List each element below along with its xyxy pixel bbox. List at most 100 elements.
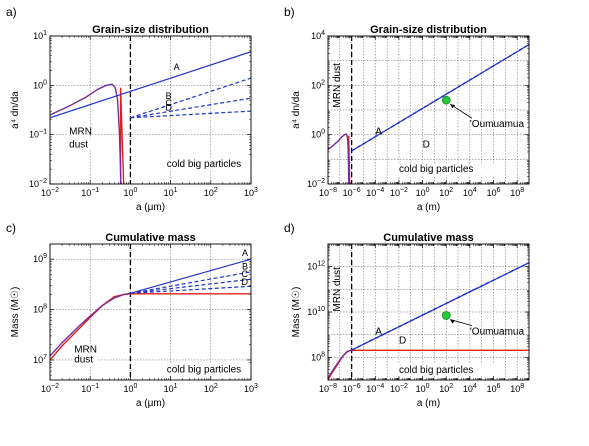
x-tick-label: 102 <box>439 187 453 198</box>
series-label: A <box>174 62 180 72</box>
series-label: B <box>166 91 172 101</box>
y-tick-label: 1012 <box>307 261 325 272</box>
plot-area <box>50 36 251 184</box>
y-tick-label: 10−1 <box>29 129 47 140</box>
x-tick-label: 10−4 <box>366 187 384 198</box>
y-tick-label: 10−2 <box>307 178 325 189</box>
annotation: cold big particles <box>167 159 241 170</box>
series-line-c <box>130 278 251 294</box>
annotation-background <box>396 163 497 176</box>
axes-frame <box>327 35 530 185</box>
mrn-dust-curve <box>328 133 350 184</box>
plot-area <box>50 244 251 380</box>
y-tick-label: 107 <box>33 354 47 365</box>
x-tick-label: 100 <box>123 187 137 198</box>
series-line-a <box>130 258 251 294</box>
x-tick-label: 103 <box>244 383 258 394</box>
panel-label: b) <box>284 5 295 19</box>
x-tick-label: 10−8 <box>319 187 337 198</box>
annotation-background <box>164 158 265 171</box>
panel-label: a) <box>6 5 17 19</box>
y-axis-label: Mass (M☉) <box>10 287 21 338</box>
y-axis-label: Mass (M☉) <box>291 287 302 338</box>
chart-title: Grain-size distribution <box>370 24 487 36</box>
annotation: dust <box>69 139 88 150</box>
panel-2: b) Grain-size distribution 10−8 10−6 10−4 10−… <box>284 5 530 213</box>
series-line-c <box>130 97 251 119</box>
annotation-background <box>396 364 497 377</box>
x-tick-label: 10−6 <box>343 187 361 198</box>
mrn-dust-curve <box>328 349 352 379</box>
x-tick-label: 10−2 <box>41 187 59 198</box>
series-line-a <box>50 51 251 119</box>
axes-frame <box>49 243 252 381</box>
series-label: D <box>165 102 172 112</box>
annotation-background <box>67 125 88 138</box>
y-axis-label: a⁴ dn/da <box>10 91 21 129</box>
series-line-d <box>351 44 529 152</box>
annotation: A <box>375 327 382 338</box>
mrn-dust-curve <box>50 83 122 184</box>
x-tick-label: 100 <box>416 187 430 198</box>
annotation: D <box>423 140 430 151</box>
chart-title: Cumulative mass <box>383 232 473 244</box>
x-tick-label: 100 <box>416 383 430 394</box>
y-tick-label: 102 <box>311 79 325 90</box>
x-tick-label: 102 <box>204 187 218 198</box>
x-tick-label: 102 <box>204 383 218 394</box>
annotation-mrn-dust: MRN dust <box>332 267 343 312</box>
series-line-b <box>130 271 251 294</box>
series-line-d <box>130 110 251 119</box>
y-tick-label: 109 <box>33 253 47 264</box>
panel-3: c) Cumulative mass 10−2 10−1 100 101 102 103 107… <box>6 221 265 409</box>
panel-4: d) Cumulative mass 10−8 10−6 10−4 10−2 100 102 1… <box>284 221 530 409</box>
x-tick-label: 10−2 <box>390 187 408 198</box>
oumuamua-marker <box>441 95 451 105</box>
y-tick-label: 100 <box>311 129 325 140</box>
series-label: C <box>242 269 249 279</box>
series-label: C <box>165 98 172 108</box>
x-tick-label: 10−8 <box>319 383 337 394</box>
y-tick-label: 108 <box>311 351 325 362</box>
annotation: cold big particles <box>399 365 473 376</box>
axes-frame <box>327 243 530 381</box>
annotation: MRN <box>69 127 92 138</box>
annotation: D <box>399 336 406 347</box>
x-axis-label: a (m) <box>417 398 440 409</box>
panel-label: d) <box>284 221 295 235</box>
annotation: cold big particles <box>399 164 473 175</box>
gridlines <box>328 36 529 184</box>
annotation: A <box>375 127 382 138</box>
annotation-mrn-dust: MRN dust <box>332 63 343 108</box>
y-tick-label: 108 <box>33 304 47 315</box>
annotation: cold big particles <box>167 365 241 376</box>
y-tick-label: 10−2 <box>29 178 47 189</box>
x-tick-label: 104 <box>463 383 477 394</box>
annotation-background <box>67 138 93 151</box>
x-tick-label: 104 <box>463 187 477 198</box>
panel-1: a) Grain-size distribution 10−2 10−1 100 101 1… <box>6 5 265 213</box>
oumuamua-marker <box>441 311 451 320</box>
oumuamua-arrowhead <box>450 319 456 324</box>
y-axis-label: a⁴ dn/da <box>291 91 302 129</box>
y-tick-label: 100 <box>33 79 47 90</box>
annotation: 'Oumuamua <box>470 327 525 338</box>
annotation: dust <box>74 354 93 365</box>
plot-area <box>328 36 529 184</box>
series-line-d <box>351 262 529 351</box>
annotation: 'Oumuamua <box>470 119 525 130</box>
axes-frame <box>49 35 252 185</box>
x-tick-label: 10−1 <box>81 383 99 394</box>
x-axis-label: a (m) <box>417 202 440 213</box>
annotation: MRN <box>74 345 97 356</box>
x-tick-label: 10−6 <box>343 383 361 394</box>
x-tick-label: 100 <box>123 383 137 394</box>
chart-title: Grain-size distribution <box>92 24 209 36</box>
x-tick-label: 108 <box>510 187 524 198</box>
series-label: B <box>242 261 248 271</box>
y-tick-label: 1010 <box>307 306 325 317</box>
x-tick-label: 106 <box>487 383 501 394</box>
y-tick-label: 104 <box>311 30 325 41</box>
x-tick-label: 103 <box>244 187 258 198</box>
annotation-background <box>72 343 93 356</box>
